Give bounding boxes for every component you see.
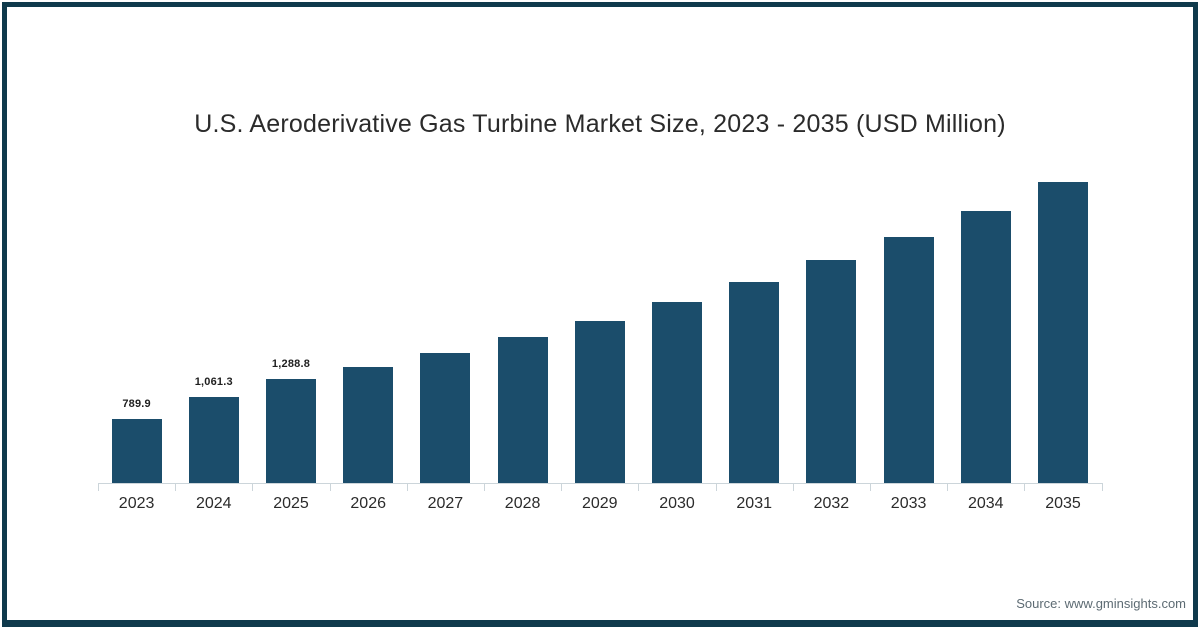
x-label-2029: 2029: [581, 495, 618, 512]
x-axis-tick: [406, 483, 408, 491]
x-axis-tick: [792, 483, 794, 491]
x-label-2023: 2023: [118, 495, 155, 512]
x-axis-tick: [484, 483, 485, 491]
x-axis-tick: [175, 483, 177, 491]
x-label-2024: 2024: [195, 495, 232, 512]
bar-2029: [574, 320, 625, 483]
bar-2026: [343, 367, 394, 483]
source-attribution: Source: www.gminsights.com: [1016, 596, 1186, 611]
bar-2033: [883, 236, 934, 483]
x-axis-tick: [715, 483, 717, 491]
x-label-2026: 2026: [350, 495, 386, 512]
bar-2024: [188, 397, 239, 483]
x-label-2034: 2034: [967, 495, 1004, 512]
x-axis-tick: [98, 483, 99, 491]
x-label-2030: 2030: [659, 495, 695, 512]
x-label-2032: 2032: [813, 495, 850, 512]
value-label-2023: 789.9: [122, 398, 151, 410]
bar-2025: [266, 378, 316, 483]
x-label-2033: 2033: [890, 495, 927, 512]
x-axis-tick: [638, 483, 640, 491]
x-axis-tick: [1101, 483, 1103, 491]
x-axis-line: [98, 483, 1102, 484]
x-axis-tick: [252, 483, 254, 491]
x-label-2028: 2028: [504, 495, 541, 512]
bar-2031: [729, 282, 780, 483]
bar-2030: [652, 302, 702, 483]
bar-2028: [497, 337, 548, 483]
x-label-2031: 2031: [736, 495, 772, 512]
x-axis-tick: [561, 483, 563, 491]
x-axis-tick: [870, 483, 871, 491]
value-label-2024: 1,061.3: [194, 376, 233, 388]
value-label-2025: 1,288.8: [271, 357, 311, 370]
bar-2035: [1038, 182, 1088, 483]
x-label-2035: 2035: [1045, 495, 1081, 512]
bar-2032: [806, 260, 857, 483]
bar-2027: [420, 353, 471, 483]
bar-2023: [111, 419, 162, 483]
x-axis-tick: [329, 483, 331, 491]
chart-title: U.S. Aeroderivative Gas Turbine Market S…: [194, 110, 1006, 138]
bar-2034: [960, 210, 1011, 483]
x-label-2025: 2025: [273, 495, 309, 512]
x-label-2027: 2027: [427, 495, 464, 512]
x-axis-tick: [1024, 483, 1026, 491]
x-axis-tick: [947, 483, 949, 491]
